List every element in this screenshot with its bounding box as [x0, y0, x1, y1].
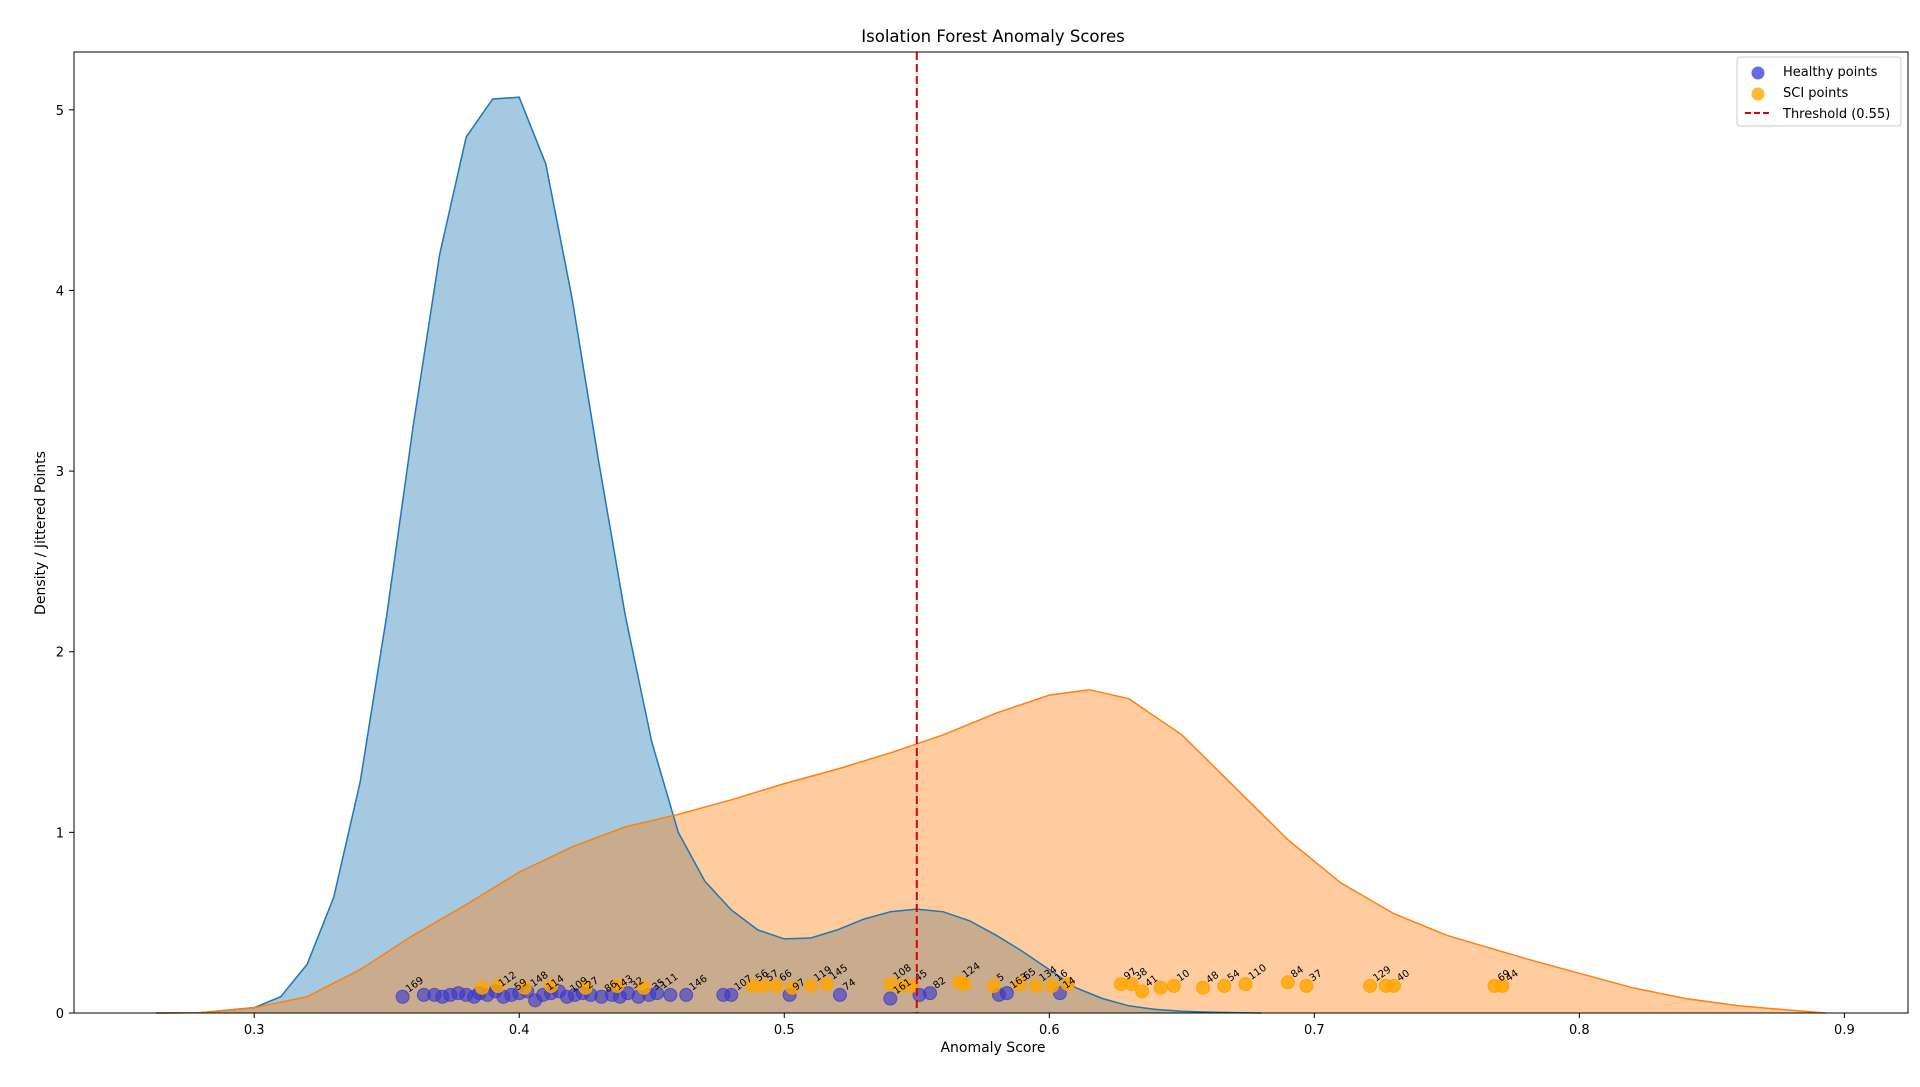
sci-point [1044, 978, 1059, 993]
sci_density-line [156, 688, 1826, 1014]
sci-point-label: 5 [995, 972, 1007, 985]
sci-point [1280, 975, 1295, 990]
x-tick-label: 0.8 [1569, 1023, 1590, 1038]
healthy-point [832, 987, 847, 1002]
sci-point [610, 978, 625, 993]
plot-frame [73, 51, 1909, 1014]
y-axis-label: Density / Jittered Points [33, 451, 49, 615]
x-axis-label: Anomaly Score [940, 1040, 1045, 1056]
sci-point [1124, 977, 1139, 992]
sci-point [1217, 978, 1232, 993]
healthy-point [923, 986, 938, 1001]
sci-point [1495, 978, 1510, 993]
sci-point [1196, 980, 1211, 995]
healthy-point [679, 987, 694, 1002]
healthy_density-line [156, 96, 1262, 1014]
sci-point [491, 978, 506, 993]
healthy-point [395, 989, 410, 1004]
sci-point [957, 977, 972, 992]
x-tick-label: 0.9 [1834, 1023, 1855, 1038]
sci-point [1013, 977, 1028, 992]
x-tick-label: 0.4 [509, 1023, 530, 1038]
healthy-point [724, 987, 739, 1002]
sci-point [986, 978, 1001, 993]
sci-point [1386, 978, 1401, 993]
sci-point [769, 978, 784, 993]
legend-label-sci: SCI points [1783, 86, 1848, 101]
sci-point [1166, 978, 1181, 993]
y-tick-label: 0 [56, 1007, 64, 1022]
sci_density-area [156, 689, 1826, 1013]
y-tick-label: 1 [56, 826, 64, 841]
sci-point [1299, 978, 1314, 993]
sci-point [636, 980, 651, 995]
sci-point [1029, 978, 1044, 993]
sci-point [904, 978, 919, 993]
x-tick-label: 0.6 [1039, 1023, 1060, 1038]
y-tick-label: 3 [56, 465, 64, 480]
legend-box [1736, 56, 1902, 127]
y-tick-label: 4 [56, 284, 64, 299]
chart-title: Isolation Forest Anomaly Scores [861, 27, 1124, 46]
sci-point [1238, 977, 1253, 992]
x-tick-label: 0.3 [244, 1023, 265, 1038]
healthy-point [883, 991, 898, 1006]
sci-point [1135, 984, 1150, 999]
x-tick-label: 0.7 [1304, 1023, 1325, 1038]
legend-marker-sci [1751, 87, 1765, 101]
sci-point [475, 980, 490, 995]
healthy-point [999, 986, 1014, 1001]
x-tick-label: 0.5 [774, 1023, 795, 1038]
sci-point [819, 977, 834, 992]
sci-point [1362, 978, 1377, 993]
sci-point [544, 978, 559, 993]
legend-label-threshold: Threshold (0.55) [1782, 107, 1890, 122]
healthy-point [663, 987, 678, 1002]
legend-label-healthy: Healthy points [1783, 65, 1878, 80]
healthy_density-area [156, 97, 1262, 1013]
legend-marker-healthy [1751, 66, 1765, 80]
sci-point [578, 980, 593, 995]
legend: Healthy points SCI points Threshold (0.55) [1736, 56, 1902, 127]
y-tick-label: 5 [56, 104, 64, 119]
y-tick-label: 2 [56, 646, 64, 661]
sci-point [785, 980, 800, 995]
sci-point [1060, 977, 1075, 992]
sci-point [517, 980, 532, 995]
sci-point [803, 978, 818, 993]
